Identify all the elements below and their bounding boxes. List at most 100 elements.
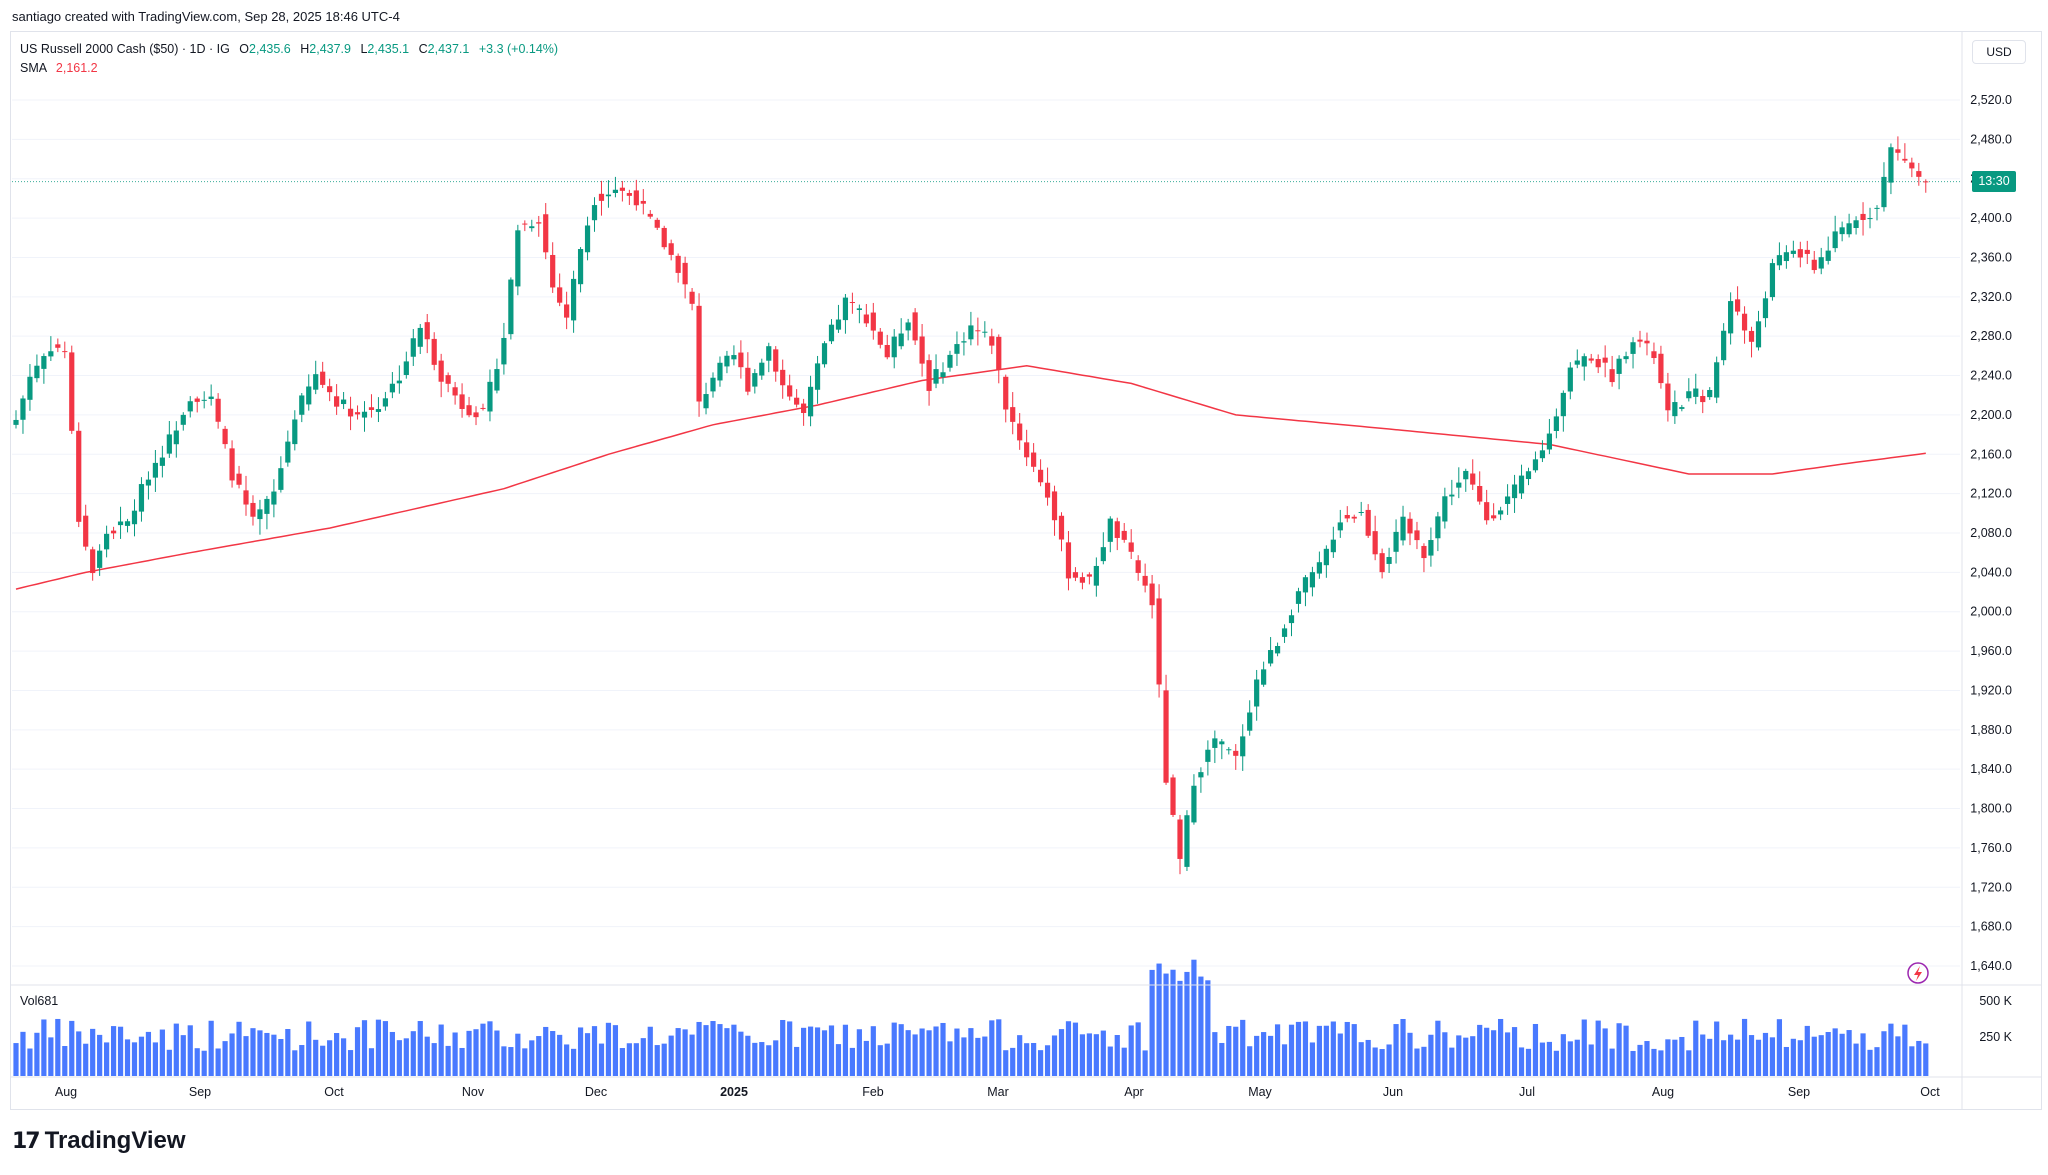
candle <box>1477 471 1483 505</box>
candle <box>1107 516 1113 553</box>
volume-bar <box>1762 1032 1769 1076</box>
close-label: C <box>418 42 428 56</box>
volume-bar <box>27 1048 33 1076</box>
volume-bar <box>975 1037 981 1076</box>
candle-body <box>1093 565 1099 586</box>
price-tick-label: 1,720.0 <box>1970 880 2012 894</box>
volume-bar <box>835 1044 842 1076</box>
candle-body <box>1790 250 1796 254</box>
price-chart[interactable]: 2,520.02,480.02,440.02,400.02,360.02,320… <box>0 0 2048 1110</box>
volume-bar <box>905 1030 911 1076</box>
volume-bar <box>1135 1022 1141 1076</box>
volume-bar <box>766 1045 772 1076</box>
candle-body <box>215 398 221 422</box>
candle-body <box>1414 530 1420 541</box>
volume-bar <box>1058 1029 1065 1076</box>
volume-bar <box>1525 1048 1532 1076</box>
volume-tick-label: 250 K <box>1979 1030 2012 1044</box>
candle <box>1609 355 1615 387</box>
volume-bar <box>1741 1018 1748 1076</box>
candle-body <box>891 336 897 358</box>
candle <box>1518 464 1525 499</box>
candle-body <box>1247 712 1253 731</box>
sma-label[interactable]: SMA <box>20 61 47 75</box>
candle-body <box>347 408 354 417</box>
volume-bar <box>891 1022 897 1076</box>
volume-bar <box>745 1035 751 1076</box>
candle-body <box>494 369 500 391</box>
price-tick-label: 2,160.0 <box>1970 447 2012 461</box>
chart-legend: US Russell 2000 Cash ($50) · 1D · IG O2,… <box>20 40 558 78</box>
candle <box>849 292 855 314</box>
volume-layer <box>13 959 1929 1076</box>
candle <box>947 350 953 372</box>
candle <box>62 341 68 359</box>
volume-bar <box>828 1025 835 1076</box>
volume-bar <box>76 1031 82 1076</box>
volume-bar <box>738 1031 744 1076</box>
candle-body <box>389 383 395 393</box>
candle-body <box>264 498 270 514</box>
candle <box>1679 404 1685 412</box>
candle <box>1700 389 1706 414</box>
close-value: 2,437.1 <box>427 42 470 56</box>
candle-body <box>975 330 981 332</box>
volume-bar <box>1086 1033 1092 1076</box>
candle <box>403 351 409 379</box>
volume-bar <box>1323 1025 1329 1076</box>
candle-body <box>1407 518 1413 534</box>
volume-bar <box>954 1028 960 1076</box>
candle-body <box>1762 298 1769 319</box>
volume-bar <box>1226 1025 1232 1076</box>
volume-bar <box>1184 971 1190 1076</box>
candle-body <box>682 262 688 285</box>
volume-bar <box>368 1048 375 1076</box>
candle-body <box>703 394 709 409</box>
volume-bar <box>327 1040 333 1076</box>
candle <box>1762 291 1769 328</box>
volume-bar <box>1700 1034 1706 1076</box>
candle-body <box>591 205 598 221</box>
candle <box>1198 767 1204 793</box>
volume-tick-label: 500 K <box>1979 994 2012 1008</box>
candle-body <box>849 302 855 304</box>
volume-bar <box>1665 1039 1671 1076</box>
candle <box>1379 548 1385 579</box>
candle-body <box>1846 223 1852 235</box>
candle-body <box>1602 357 1608 363</box>
candle <box>1888 143 1894 195</box>
candle-body <box>940 372 946 378</box>
currency-button[interactable]: USD <box>1972 40 2026 64</box>
symbol-name[interactable]: US Russell 2000 Cash ($50) · 1D · IG <box>20 42 230 56</box>
candle-body <box>661 227 667 248</box>
volume-bar <box>417 1021 423 1076</box>
volume-bar <box>543 1026 549 1076</box>
candle-body <box>835 319 842 330</box>
candle-body <box>1379 553 1385 573</box>
candle <box>605 180 612 208</box>
candle-body <box>1895 149 1901 153</box>
volume-bar <box>1574 1039 1580 1076</box>
price-tick-label: 2,120.0 <box>1970 487 2012 501</box>
candle-body <box>1010 407 1016 422</box>
volume-bar <box>1616 1023 1622 1076</box>
candle-body <box>327 386 333 393</box>
candle <box>1560 390 1566 432</box>
candle <box>1393 519 1399 564</box>
candle <box>1003 374 1009 423</box>
candle-body <box>1240 736 1246 757</box>
volume-bar <box>201 1050 207 1076</box>
volume-bar <box>1609 1048 1615 1076</box>
volume-label[interactable]: Vol <box>20 994 38 1008</box>
candle-body <box>675 255 681 273</box>
flash-icon[interactable] <box>1907 962 1929 984</box>
candle-body <box>166 434 172 454</box>
candle-body <box>766 346 772 361</box>
candle <box>1644 332 1650 356</box>
price-tick-label: 1,760.0 <box>1970 841 2012 855</box>
candle <box>584 216 591 261</box>
volume-bar <box>1860 1033 1866 1076</box>
candle-body <box>487 381 493 412</box>
volume-bar <box>243 1036 249 1076</box>
chart-frame[interactable] <box>10 31 2042 1110</box>
